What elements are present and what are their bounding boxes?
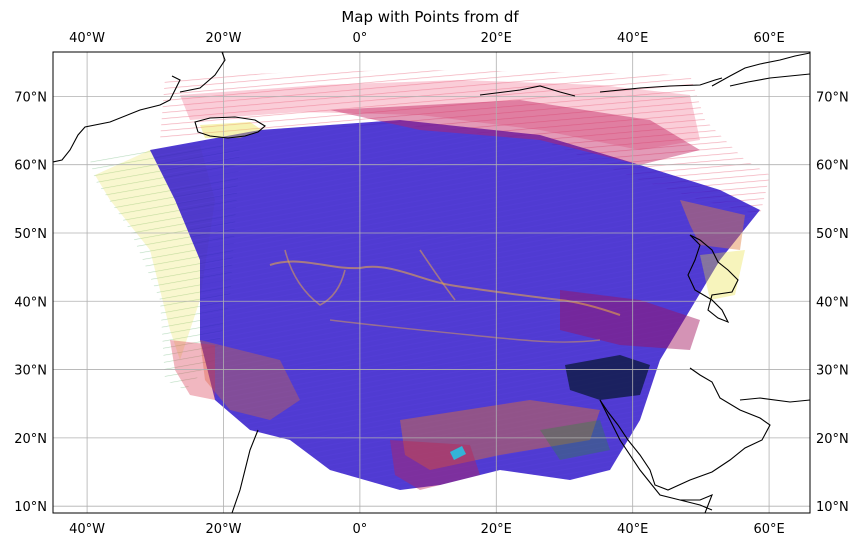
coastline-novaya-zemlya	[711, 52, 810, 87]
lat-tick-label-right: 40°N	[816, 295, 849, 310]
swath-orange-south	[400, 400, 600, 470]
swath-orange-east	[680, 200, 745, 250]
lon-tick-label-top: 0°	[353, 31, 368, 46]
swath-cyan-patch	[450, 446, 466, 460]
coastlines	[53, 52, 810, 513]
gridlines	[53, 52, 810, 513]
swath-red-band-north	[330, 100, 700, 165]
coastline-africa-east	[599, 399, 713, 513]
coastline-iceland	[194, 116, 266, 139]
coastline-horn-of-africa	[679, 499, 713, 511]
map-title: Map with Points from df	[341, 8, 519, 26]
swath-red-southwest	[170, 340, 215, 400]
swath-north-pink	[180, 80, 700, 150]
coastline-russia-north	[599, 77, 723, 93]
lon-tick-label-bottom: 60°E	[753, 522, 784, 537]
lat-tick-label-left: 50°N	[14, 227, 47, 242]
north-africa-glow	[329, 319, 601, 343]
coastline-africa-west	[231, 429, 259, 513]
lon-tick-label-top: 20°E	[481, 31, 512, 46]
swath-green-patch	[540, 420, 610, 460]
swath-dark-patch	[565, 355, 650, 400]
lon-tick-label-bottom: 0°	[353, 522, 368, 537]
lat-tick-label-left: 20°N	[14, 432, 47, 447]
data-swaths	[90, 70, 770, 490]
swath-iceland-highlight	[200, 122, 262, 138]
lat-tick-label-right: 70°N	[816, 90, 849, 105]
iberia-glow	[284, 249, 346, 306]
coastline-caspian	[687, 234, 739, 324]
lat-tick-label-left: 30°N	[14, 364, 47, 379]
lat-tick-label-right: 60°N	[816, 159, 849, 174]
coastline-greenland	[53, 75, 181, 163]
swath-north-fringe	[160, 70, 770, 215]
swath-red-band-east	[560, 290, 700, 350]
coastline-arabia	[599, 367, 771, 491]
coastline-greenland-east	[179, 52, 226, 93]
lat-tick-label-right: 50°N	[816, 227, 849, 242]
lon-tick-label-bottom: 20°W	[206, 522, 242, 537]
lat-tick-label-right: 30°N	[816, 364, 849, 379]
lon-tick-label-bottom: 40°W	[69, 522, 105, 537]
lon-tick-label-top: 40°W	[69, 31, 105, 46]
lat-tick-label-right: 10°N	[816, 500, 849, 515]
lon-tick-label-bottom: 20°E	[481, 522, 512, 537]
lat-tick-label-left: 40°N	[14, 295, 47, 310]
lat-tick-label-left: 60°N	[14, 159, 47, 174]
coastline-svalbard-scandinavia	[479, 85, 576, 97]
lat-tick-label-left: 10°N	[14, 500, 47, 515]
plot-content	[53, 52, 810, 513]
swath-orange-southwest	[200, 340, 300, 420]
lon-tick-label-bottom: 40°E	[617, 522, 648, 537]
lon-tick-label-top: 20°W	[206, 31, 242, 46]
plot-border	[52, 51, 811, 514]
tick-labels: 40°W 40°W 20°W 20°W 0° 0° 20°E 20°E 40°E 40°E 60°E…	[14, 31, 849, 537]
lat-tick-label-left: 70°N	[14, 90, 47, 105]
coastline-persian-gulf	[739, 397, 810, 403]
lon-tick-label-top: 40°E	[617, 31, 648, 46]
lat-tick-label-right: 20°N	[816, 432, 849, 447]
italy-glow	[419, 249, 456, 301]
lon-tick-label-top: 60°E	[753, 31, 784, 46]
